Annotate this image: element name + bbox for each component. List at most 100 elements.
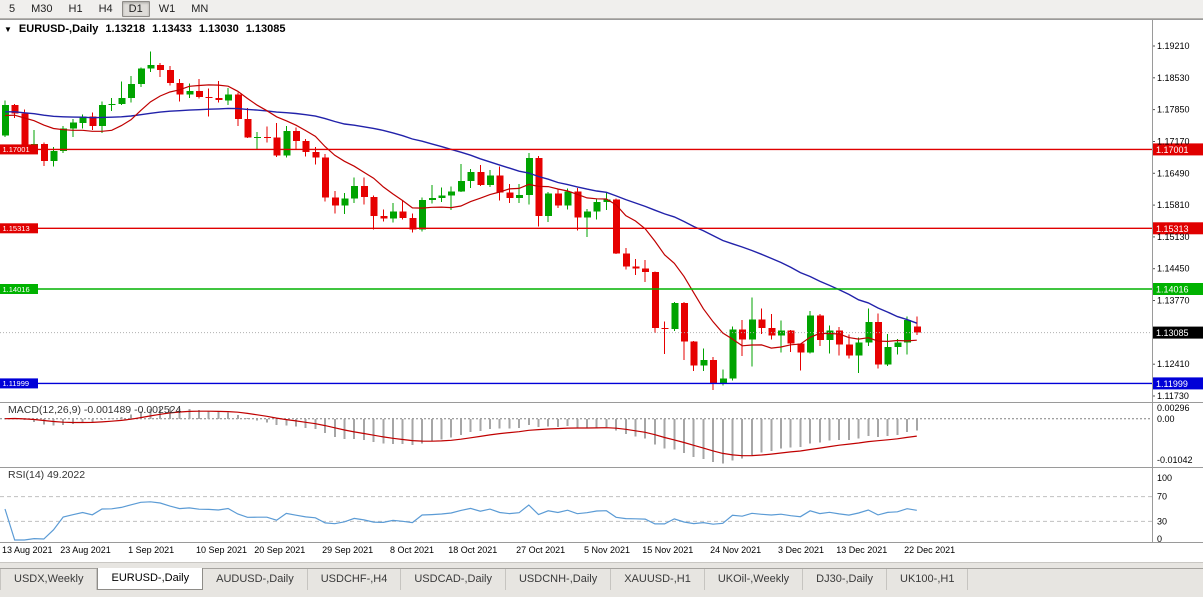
candle-body	[147, 65, 155, 69]
date-label: 29 Sep 2021	[322, 545, 373, 555]
chart-tab-eurusd-daily[interactable]: EURUSD-,Daily	[97, 568, 204, 590]
price-line-axis-label	[1152, 377, 1203, 390]
candle-body	[331, 197, 339, 206]
candle-body	[622, 253, 630, 267]
rsi-axis-label: 100	[1157, 473, 1172, 483]
candle-body	[855, 342, 863, 356]
chart-tab-usdx-weekly[interactable]: USDX,Weekly	[0, 569, 98, 590]
date-label: 27 Oct 2021	[516, 545, 565, 555]
rsi-axis-label: 0	[1157, 534, 1162, 544]
date-label: 18 Oct 2021	[448, 545, 497, 555]
candle-body	[826, 330, 834, 340]
chart-tab-usdcnh-daily[interactable]: USDCNH-,Daily	[506, 569, 612, 590]
macd-label: MACD(12,26,9) -0.001489 -0.002524	[8, 404, 182, 416]
candle-body	[807, 315, 815, 353]
candle-body	[283, 131, 291, 156]
macd-signal-line	[4, 410, 917, 457]
candle-body	[554, 193, 562, 206]
candle-body	[719, 378, 727, 384]
price-line-axis-label-text: 1.17001	[1156, 145, 1189, 155]
candle-body	[370, 197, 378, 216]
candle-body	[79, 116, 87, 123]
candle-body	[564, 191, 572, 206]
timeframe-button-h1[interactable]: H1	[62, 1, 90, 17]
candle-body	[128, 83, 136, 98]
candle-body	[60, 128, 68, 151]
candle-body	[787, 330, 795, 344]
date-label: 15 Nov 2021	[642, 545, 693, 555]
chart-canvas[interactable]: 1.17001 1.17001 1.15313 1.15313 1.14016 1.140…	[0, 0, 1203, 562]
candle-body	[778, 330, 785, 336]
macd-axis-label: -0.01042	[1157, 455, 1193, 465]
rsi-line	[4, 501, 917, 541]
ohlc-open-value: 1.13218	[105, 23, 146, 35]
price-tick-label: 1.15130	[1157, 232, 1190, 242]
candle-body	[671, 302, 679, 330]
date-label: 5 Nov 2021	[584, 545, 630, 555]
timeframe-button-d1[interactable]: D1	[121, 1, 150, 17]
chart-tab-usdchf-h4[interactable]: USDCHF-,H4	[308, 569, 402, 590]
candle-body	[632, 266, 640, 269]
price-line-left-label-text: 1.17001	[3, 145, 30, 154]
candle-body	[904, 320, 912, 343]
one-click-panel-arrow-icon[interactable]: ▼	[4, 24, 12, 34]
candle-body	[836, 330, 844, 345]
price-tick-label: 1.17170	[1157, 137, 1190, 147]
price-tick-label: 1.18530	[1157, 73, 1190, 83]
candle-body	[797, 343, 805, 353]
price-line-left-label	[0, 223, 38, 234]
candle-body	[816, 315, 824, 340]
macd-axis-label: 0.00	[1157, 414, 1175, 424]
candle-body	[186, 90, 194, 95]
date-label: 23 Aug 2021	[60, 545, 111, 555]
candle-body	[69, 122, 77, 129]
macd-axis-label: 0.00296	[1157, 403, 1190, 413]
timeframe-button-w1[interactable]: W1	[152, 1, 183, 17]
timeframe-button-mn[interactable]: MN	[184, 1, 215, 17]
candle-body	[487, 175, 494, 185]
candle-body	[380, 215, 388, 219]
chart-tab-uk100-h1[interactable]: UK100-,H1	[887, 569, 969, 590]
candle-body	[40, 143, 48, 162]
candle-body	[99, 105, 106, 127]
candle-body	[584, 211, 591, 218]
candle-body	[205, 97, 213, 98]
candle-body	[748, 319, 756, 340]
date-label: 13 Dec 2021	[836, 545, 887, 555]
candle-body	[865, 322, 873, 343]
chart-tab-ukoil-weekly[interactable]: UKOil-,Weekly	[705, 569, 804, 590]
ma-slow-line	[5, 107, 918, 324]
candle-body	[302, 141, 310, 152]
candle-body	[884, 346, 892, 365]
candle-body	[2, 105, 9, 136]
candle-body	[263, 137, 271, 139]
candle-body	[613, 199, 621, 254]
date-label: 8 Oct 2021	[390, 545, 434, 555]
chart-background[interactable]	[0, 19, 1203, 562]
chart-tab-dj30-daily[interactable]: DJ30-,Daily	[803, 569, 888, 590]
candle-body	[467, 171, 475, 181]
chart-tab-audusd-daily[interactable]: AUDUSD-,Daily	[203, 569, 308, 590]
timeframe-button-h4[interactable]: H4	[92, 1, 120, 17]
candle-body	[438, 195, 446, 198]
candle-body	[913, 326, 921, 333]
timeframe-button-m30[interactable]: M30	[24, 1, 59, 17]
candle-body	[710, 360, 718, 384]
bid-price-axis-label-text: 1.13085	[1156, 328, 1189, 338]
timeframe-button-5[interactable]: 5	[2, 1, 22, 17]
candle-body	[108, 104, 116, 105]
candle-body	[351, 185, 359, 199]
candle-body	[31, 143, 39, 145]
chart-tab-usdcad-daily[interactable]: USDCAD-,Daily	[401, 569, 506, 590]
bid-price-axis-label	[1152, 326, 1203, 339]
candle-body	[651, 272, 659, 329]
chart-tab-xauusd-h1[interactable]: XAUUSD-,H1	[611, 569, 705, 590]
candle-body	[118, 97, 126, 104]
price-line-left-label	[0, 378, 38, 389]
rsi-axis-label: 70	[1157, 492, 1167, 502]
chart-symbol-label: EURUSD-,Daily	[18, 23, 99, 35]
candle-body	[157, 65, 165, 70]
candle-body	[729, 329, 737, 379]
candle-body	[448, 191, 456, 196]
